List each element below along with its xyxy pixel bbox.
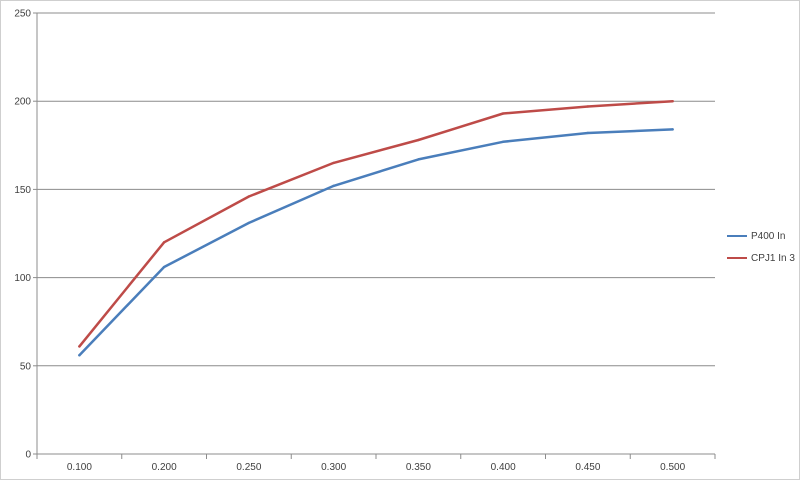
- legend-label-1: CPJ1 In 3: [751, 252, 795, 264]
- axes: [33, 12, 716, 459]
- data-point-0-6: [586, 131, 590, 135]
- y-tick-label-0: 0: [25, 450, 31, 461]
- y-tick-label-5: 250: [14, 9, 31, 20]
- legend-item-1: CPJ1 In 3: [727, 247, 797, 269]
- y-tick-labels: 0 50 100 150 200 250: [14, 9, 31, 461]
- x-tick-label-7: 0.500: [660, 462, 685, 473]
- data-point-1-1: [162, 241, 166, 244]
- data-point-1-0: [78, 345, 81, 348]
- y-tick-label-1: 50: [20, 361, 32, 372]
- legend-swatch-1: [727, 257, 747, 259]
- x-tick-label-1: 0.200: [152, 462, 177, 473]
- gridlines: [37, 12, 715, 367]
- series-lines: [78, 99, 674, 357]
- x-tick-label-4: 0.350: [406, 462, 431, 473]
- data-point-1-2: [247, 195, 251, 198]
- data-point-0-1: [162, 265, 166, 269]
- x-tick-label-5: 0.400: [491, 462, 516, 473]
- series-line-0: [78, 128, 674, 357]
- data-point-1-3: [332, 161, 335, 165]
- x-tick-label-6: 0.450: [575, 462, 600, 473]
- y-tick-label-4: 200: [14, 97, 31, 108]
- data-point-0-7: [671, 128, 674, 131]
- x-tick-label-0: 0.100: [67, 462, 92, 473]
- legend: P400 In CPJ1 In 3: [727, 225, 797, 269]
- data-point-0-5: [501, 140, 505, 143]
- x-tick-label-2: 0.250: [236, 462, 261, 473]
- series-line-1: [78, 99, 674, 348]
- data-point-0-3: [332, 184, 335, 188]
- y-tick-label-2: 100: [14, 273, 31, 284]
- data-point-0-0: [78, 354, 81, 357]
- legend-label-0: P400 In: [751, 230, 786, 242]
- data-point-0-2: [247, 221, 251, 225]
- legend-item-0: P400 In: [727, 225, 797, 247]
- data-point-1-7: [671, 100, 674, 103]
- data-point-0-4: [417, 158, 420, 161]
- y-tick-label-3: 150: [14, 185, 31, 196]
- data-point-1-5: [501, 112, 505, 115]
- legend-swatch-0: [727, 235, 747, 237]
- x-tick-labels: 0.100 0.200 0.250 0.300 0.350 0.400 0.450 0.500: [67, 462, 686, 473]
- data-point-1-4: [417, 138, 420, 142]
- data-point-1-6: [586, 105, 590, 108]
- x-tick-label-3: 0.300: [321, 462, 346, 473]
